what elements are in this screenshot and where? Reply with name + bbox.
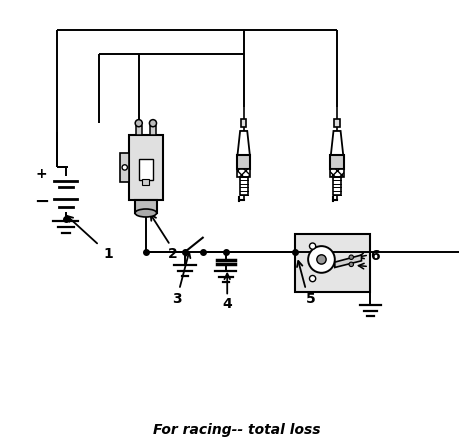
Ellipse shape bbox=[135, 209, 157, 217]
Bar bbox=[135, 200, 157, 213]
Polygon shape bbox=[237, 131, 250, 155]
Bar bbox=[330, 155, 344, 169]
Circle shape bbox=[149, 120, 156, 127]
Circle shape bbox=[349, 255, 354, 260]
Text: 2: 2 bbox=[168, 247, 177, 261]
Text: 5: 5 bbox=[305, 292, 315, 306]
Bar bbox=[237, 155, 250, 169]
Bar bbox=[333, 177, 341, 194]
Circle shape bbox=[122, 165, 128, 170]
Bar bbox=[142, 179, 149, 185]
Text: −: − bbox=[34, 193, 49, 211]
Text: 6: 6 bbox=[370, 249, 380, 263]
Bar bbox=[295, 234, 370, 292]
Circle shape bbox=[308, 246, 335, 273]
Circle shape bbox=[349, 262, 354, 267]
Text: 4: 4 bbox=[222, 297, 232, 311]
Text: +: + bbox=[36, 167, 47, 181]
Bar bbox=[139, 159, 153, 180]
Bar bbox=[120, 153, 129, 182]
Circle shape bbox=[317, 255, 326, 264]
Circle shape bbox=[135, 120, 142, 127]
Polygon shape bbox=[331, 131, 343, 155]
Bar bbox=[129, 135, 163, 200]
Bar bbox=[330, 169, 344, 177]
Polygon shape bbox=[335, 255, 362, 268]
Bar bbox=[241, 119, 246, 127]
Bar bbox=[237, 169, 250, 177]
Text: For racing-- total loss: For racing-- total loss bbox=[153, 423, 321, 437]
Circle shape bbox=[310, 276, 316, 282]
Bar bbox=[334, 119, 340, 127]
Text: 3: 3 bbox=[172, 292, 182, 306]
Bar bbox=[136, 126, 142, 135]
Circle shape bbox=[310, 243, 316, 249]
Text: 1: 1 bbox=[103, 247, 113, 261]
Bar bbox=[150, 126, 156, 135]
Bar bbox=[240, 177, 248, 194]
